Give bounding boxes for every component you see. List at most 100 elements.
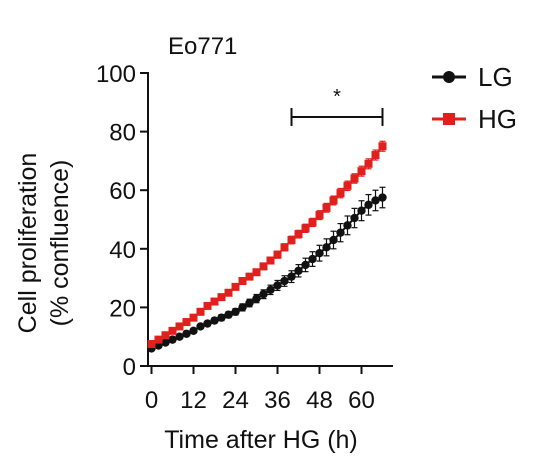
data-point xyxy=(336,228,345,237)
data-point xyxy=(168,335,177,344)
data-point xyxy=(203,301,212,310)
data-point xyxy=(329,196,338,205)
data-point xyxy=(203,319,212,328)
chart-title: Eo771 xyxy=(168,33,237,60)
data-point xyxy=(175,322,184,331)
data-point xyxy=(231,307,240,316)
data-point xyxy=(273,250,282,259)
data-point xyxy=(182,318,191,327)
x-tick-label: 36 xyxy=(264,387,291,414)
y-axis-title: Cell proliferation (% confluence) xyxy=(14,153,74,334)
significance-label: * xyxy=(333,86,341,108)
data-point xyxy=(252,268,261,277)
data-point xyxy=(259,290,268,299)
data-point xyxy=(238,277,247,286)
y-axis-title-line-1: Cell proliferation xyxy=(14,153,42,334)
series-lg xyxy=(147,186,387,353)
data-point xyxy=(364,159,373,168)
data-point xyxy=(343,221,352,230)
data-point xyxy=(280,243,289,252)
data-point xyxy=(273,281,282,290)
data-point xyxy=(308,254,317,264)
data-point xyxy=(189,313,198,322)
y-tick-label: 100 xyxy=(96,61,136,88)
data-point xyxy=(378,142,387,151)
y-tick-label: 20 xyxy=(109,295,136,322)
y-ticks: 0 20 40 60 80 100 xyxy=(96,61,148,381)
data-point xyxy=(196,307,205,316)
data-point xyxy=(161,331,170,340)
data-point xyxy=(315,211,324,220)
data-point xyxy=(378,193,387,202)
legend-lg-label: LG xyxy=(478,62,513,92)
data-point xyxy=(238,303,247,312)
data-point xyxy=(287,236,296,245)
x-axis-title: Time after HG (h) xyxy=(164,426,358,454)
data-point xyxy=(224,310,233,319)
data-point xyxy=(245,272,254,281)
data-point xyxy=(322,243,331,252)
data-point xyxy=(196,322,205,331)
data-point xyxy=(357,167,366,176)
axes xyxy=(147,72,393,367)
data-point xyxy=(280,276,289,286)
legend-hg-marker xyxy=(443,113,455,125)
y-tick-label: 80 xyxy=(109,120,136,147)
y-axis-title-line-2: (% confluence) xyxy=(46,160,74,327)
data-point xyxy=(175,332,184,341)
series-hg xyxy=(147,140,387,349)
data-point xyxy=(245,298,254,308)
data-point xyxy=(364,200,373,210)
x-tick-label: 48 xyxy=(306,387,333,414)
legend-item-lg: LG xyxy=(432,62,513,92)
data-point xyxy=(154,335,163,344)
x-tick-label: 60 xyxy=(348,387,375,414)
y-tick-label: 60 xyxy=(109,178,136,205)
y-tick-label: 0 xyxy=(123,354,136,381)
series-layer xyxy=(147,140,387,353)
data-point xyxy=(168,326,177,335)
significance-annotation: * xyxy=(290,86,384,126)
data-point xyxy=(161,338,170,347)
y-tick-label: 40 xyxy=(109,237,136,264)
data-point xyxy=(343,181,352,190)
data-point xyxy=(350,174,359,183)
data-point xyxy=(147,340,156,349)
data-point xyxy=(210,316,219,325)
data-point xyxy=(329,235,338,245)
data-point xyxy=(266,285,275,295)
data-point xyxy=(322,203,331,212)
x-ticks: 0 12 24 36 48 60 xyxy=(145,366,375,414)
data-point xyxy=(224,288,233,297)
data-point xyxy=(287,272,296,281)
data-point xyxy=(315,248,324,258)
x-tick-label: 24 xyxy=(222,387,249,414)
data-point xyxy=(357,206,366,215)
data-point xyxy=(259,262,268,271)
legend-hg-label: HG xyxy=(478,104,517,134)
data-point xyxy=(266,256,275,265)
data-point xyxy=(294,266,303,275)
x-tick-label: 0 xyxy=(145,387,158,414)
data-point xyxy=(294,230,303,239)
data-point xyxy=(217,293,226,302)
data-point xyxy=(350,213,359,223)
data-point xyxy=(301,260,310,270)
legend: LG HG xyxy=(432,62,517,134)
data-point xyxy=(336,189,345,198)
data-point xyxy=(231,282,240,291)
series-hg-line xyxy=(150,145,384,345)
data-point xyxy=(182,329,191,338)
legend-item-hg: HG xyxy=(432,104,517,134)
legend-lg-marker xyxy=(443,71,455,83)
data-point xyxy=(371,196,380,205)
data-point xyxy=(308,218,317,227)
data-point xyxy=(252,294,261,303)
x-tick-label: 12 xyxy=(180,387,207,414)
data-point xyxy=(217,313,226,322)
data-point xyxy=(189,326,198,336)
data-point xyxy=(301,224,310,233)
data-point xyxy=(371,151,380,160)
data-point xyxy=(210,297,219,306)
